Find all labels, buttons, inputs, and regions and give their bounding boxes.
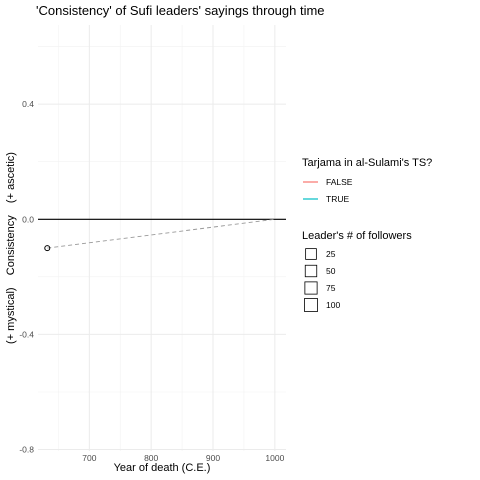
legend-label-true: TRUE [326,194,349,204]
size-legend-label: 50 [326,266,336,276]
y-tick-label: 0.4 [22,99,34,109]
y-tick-label: -0.4 [19,329,34,339]
legend: Tarjama in al-Sulami's TS? FALSE TRUE Lea… [302,157,432,312]
x-axis-label: Year of death (C.E.) [114,462,211,474]
size-legend-label: 100 [326,300,340,310]
size-legend-key [305,299,318,312]
x-tick-label: 1000 [265,453,284,463]
legend-label-false: FALSE [326,177,353,187]
size-legend-key [305,265,317,277]
size-legend-title: Leader's # of followers [302,230,412,242]
chart-title: 'Consistency' of Sufi leaders' sayings t… [36,3,325,18]
y-tick-label: 0.0 [22,214,34,224]
trend-line [47,219,275,248]
size-legend-key [306,249,317,260]
color-legend-title: Tarjama in al-Sulami's TS? [302,157,432,169]
size-legend-label: 75 [326,283,336,293]
x-tick-label: 700 [82,453,96,463]
y-axis-label: (+ mystical) Consistency (+ ascetic) [5,152,17,344]
size-legend: 25 50 75 100 [305,249,341,312]
y-axis: -0.8 -0.4 0.0 0.4 [19,99,34,454]
size-legend-label: 25 [326,249,336,259]
plot-grid [38,25,286,451]
color-legend: FALSE TRUE [303,177,353,204]
y-tick-label: -0.8 [19,445,34,455]
plot-lines [38,219,286,248]
size-legend-key [305,282,317,294]
